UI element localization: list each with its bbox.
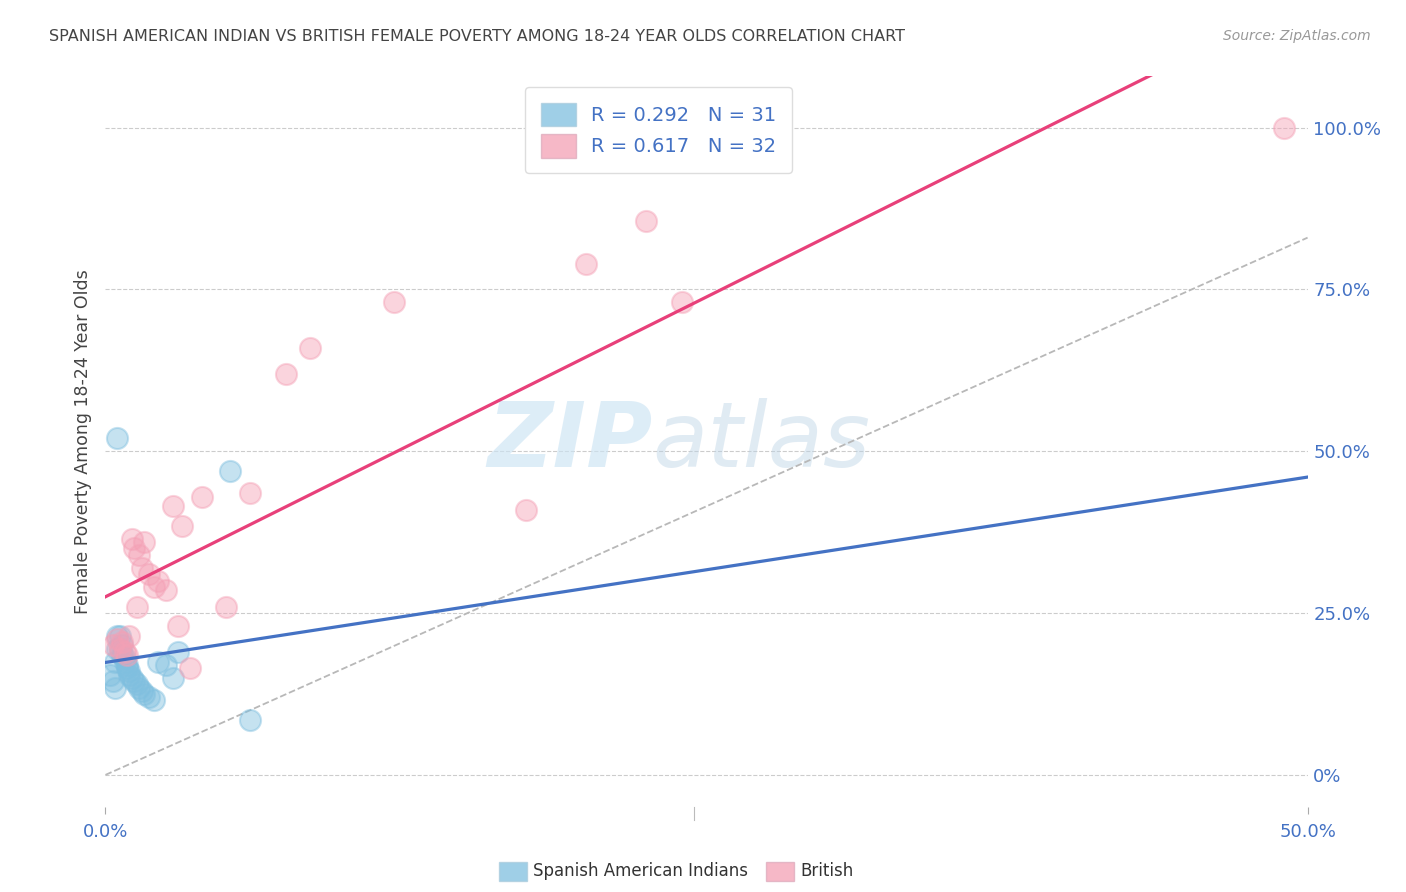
Point (382, 295, 405, 310)
Point (132, 687, 155, 701)
Text: Spanish American Indians: Spanish American Indians (533, 863, 748, 880)
Point (138, 567, 160, 582)
Point (125, 599, 148, 614)
Point (114, 651, 136, 665)
Point (115, 661, 138, 675)
Point (108, 641, 131, 656)
Point (148, 655, 170, 669)
Point (125, 677, 148, 691)
Text: British: British (800, 863, 853, 880)
Point (107, 629, 129, 643)
Point (298, 341, 321, 355)
Legend: R = 0.292   N = 31, R = 0.617   N = 32: R = 0.292 N = 31, R = 0.617 N = 32 (524, 87, 792, 173)
Point (179, 661, 201, 675)
Point (111, 639, 134, 653)
Text: SPANISH AMERICAN INDIAN VS BRITISH FEMALE POVERTY AMONG 18-24 YEAR OLDS CORRELAT: SPANISH AMERICAN INDIAN VS BRITISH FEMAL… (49, 29, 905, 44)
Point (162, 671, 184, 685)
Point (214, 599, 236, 614)
Point (138, 690, 160, 705)
Point (515, 502, 537, 516)
Point (132, 534, 155, 549)
Text: Source: ZipAtlas.com: Source: ZipAtlas.com (1223, 29, 1371, 43)
Point (104, 655, 127, 669)
Point (239, 486, 262, 500)
Point (142, 693, 165, 707)
Point (121, 671, 143, 685)
Point (671, 295, 693, 310)
Point (108, 641, 131, 656)
Point (118, 667, 141, 681)
Point (104, 681, 127, 695)
Point (219, 464, 242, 478)
Point (1272, 120, 1295, 135)
Point (114, 645, 136, 659)
Point (162, 500, 184, 514)
Point (111, 648, 134, 662)
Point (575, 256, 598, 270)
Point (148, 574, 170, 588)
Point (101, 673, 124, 688)
Point (118, 665, 141, 679)
Point (155, 657, 177, 672)
Point (636, 214, 658, 228)
Point (128, 681, 150, 695)
Point (107, 431, 129, 445)
Point (155, 583, 177, 598)
Text: atlas: atlas (652, 398, 870, 485)
Point (98, 667, 121, 681)
Point (107, 641, 129, 656)
Point (118, 629, 141, 643)
Point (166, 619, 188, 633)
Point (239, 713, 262, 727)
Point (128, 548, 150, 562)
Point (124, 541, 146, 556)
Point (142, 580, 165, 594)
Point (166, 645, 188, 659)
Point (115, 657, 138, 672)
Point (101, 639, 124, 653)
Point (121, 532, 143, 546)
Point (172, 518, 194, 533)
Point (107, 632, 129, 646)
Point (108, 629, 131, 643)
Point (111, 635, 134, 649)
Point (124, 673, 146, 688)
Point (190, 490, 212, 504)
Text: ZIP: ZIP (486, 398, 652, 485)
Point (115, 648, 138, 662)
Point (131, 561, 153, 575)
Y-axis label: Female Poverty Among 18-24 Year Olds: Female Poverty Among 18-24 Year Olds (73, 269, 91, 614)
Point (114, 655, 136, 669)
Point (131, 683, 153, 698)
Point (274, 367, 297, 381)
